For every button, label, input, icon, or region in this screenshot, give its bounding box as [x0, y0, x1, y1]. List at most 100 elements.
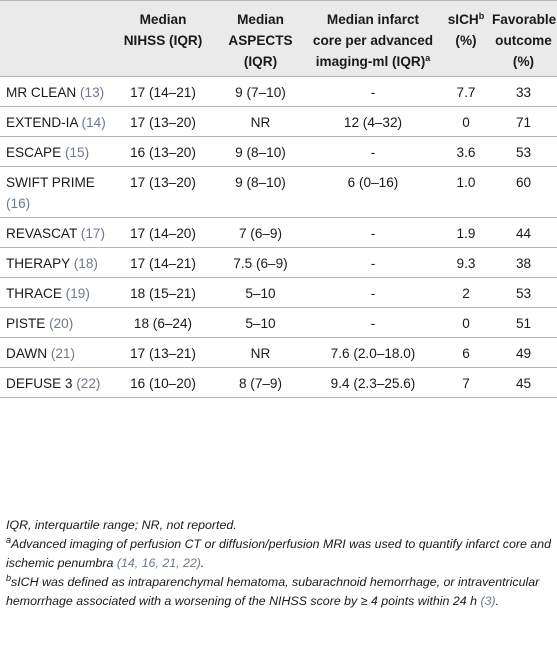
cell-nihss: 16 (10–20) — [130, 376, 196, 391]
cell-infarct-core: - — [370, 256, 376, 271]
cell-nihss: 17 (14–21) — [130, 256, 196, 271]
table-row: THRACE (19) 18 (15–21) 5–10 - 2 53 — [0, 277, 557, 308]
trials-table: Median NIHSS (IQR) Median ASPECTS (IQR) … — [0, 0, 557, 398]
cell-infarct-core: - — [370, 85, 376, 100]
cell-favorable-outcome: 33 — [515, 85, 532, 100]
cell-sich: 0 — [462, 115, 470, 130]
study-name: EXTEND-IA — [6, 115, 78, 130]
cell-nihss: 17 (14–20) — [130, 226, 196, 241]
cell-nihss: 17 (13–21) — [130, 346, 196, 361]
table-row: DEFUSE 3 (22) 16 (10–20) 8 (7–9) 9.4 (2.3–2… — [0, 367, 557, 398]
study-name: DEFUSE 3 — [6, 376, 73, 391]
cell-aspects: 7 (6–9) — [238, 226, 283, 241]
cell-infarct-core: - — [370, 226, 376, 241]
cell-nihss: 17 (13–20) — [130, 115, 196, 130]
study-reference-link[interactable]: (16) — [6, 196, 31, 211]
study-reference-link[interactable]: (22) — [76, 376, 101, 391]
study-reference-link[interactable]: (21) — [50, 346, 75, 361]
cell-favorable-outcome: 49 — [515, 346, 532, 361]
study-reference-link[interactable]: (20) — [49, 316, 74, 331]
cell-nihss: 18 (15–21) — [130, 286, 196, 301]
cell-favorable-outcome: 71 — [515, 115, 532, 130]
study-reference-link[interactable]: (15) — [64, 145, 90, 160]
header-nihss: Median NIHSS (IQR) — [123, 12, 203, 48]
cell-aspects: 5–10 — [245, 286, 276, 301]
study-reference-link[interactable]: (18) — [73, 256, 98, 271]
cell-sich: 7.7 — [456, 85, 476, 100]
cell-infarct-core: 9.4 (2.3–25.6) — [330, 376, 416, 391]
study-name: DAWN — [6, 346, 48, 361]
header-row: Median NIHSS (IQR) Median ASPECTS (IQR) … — [0, 0, 557, 77]
cell-favorable-outcome: 38 — [515, 256, 532, 271]
cell-nihss: 18 (6–24) — [133, 316, 193, 331]
table-row: PISTE (20) 18 (6–24) 5–10 - 0 51 — [0, 307, 557, 338]
cell-aspects: 9 (7–10) — [235, 85, 286, 100]
study-name: REVASCAT — [6, 226, 78, 241]
cell-favorable-outcome: 44 — [515, 226, 532, 241]
cell-study: ESCAPE (15) — [0, 137, 109, 167]
footnote-b: bsICH was defined as intraparenchymal he… — [6, 573, 540, 609]
cell-nihss: 16 (13–20) — [130, 145, 196, 160]
cell-sich: 7 — [462, 376, 470, 391]
study-reference-link[interactable]: (19) — [65, 286, 90, 301]
cell-sich: 2 — [462, 286, 470, 301]
cell-aspects: 8 (7–9) — [238, 376, 283, 391]
footnote-abbreviations: IQR, interquartile range; NR, not report… — [6, 518, 237, 532]
header-study — [0, 1, 109, 77]
cell-aspects: 7.5 (6–9) — [233, 256, 288, 271]
cell-infarct-core: - — [370, 286, 376, 301]
cell-favorable-outcome: 53 — [515, 145, 532, 160]
table-row: DAWN (21) 17 (13–21) NR 7.6 (2.0–18.0) 6 49 — [0, 337, 557, 368]
header-favorable-outcome: Favorable outcome (%) — [492, 12, 557, 69]
cell-study: DAWN (21) — [0, 338, 109, 368]
study-name: THRACE — [6, 286, 62, 301]
cell-study: MR CLEAN (13) — [0, 77, 109, 107]
header-infarct-core: Median infarct core per advanced imaging… — [312, 12, 434, 69]
study-reference-link[interactable]: (17) — [80, 226, 105, 241]
cell-aspects: NR — [250, 115, 271, 130]
cell-aspects: 5–10 — [245, 316, 276, 331]
table-container: Median NIHSS (IQR) Median ASPECTS (IQR) … — [0, 0, 557, 608]
study-reference-link[interactable]: (14) — [81, 115, 106, 130]
table-row: ESCAPE (15) 16 (13–20) 9 (8–10) - 3.6 53 — [0, 136, 557, 167]
cell-aspects: 9 (8–10) — [235, 175, 286, 190]
study-name: ESCAPE — [6, 145, 62, 160]
study-name: SWIFT PRIME — [6, 175, 95, 190]
table-row: MR CLEAN (13) 17 (14–21) 9 (7–10) - 7.7 33 — [0, 76, 557, 107]
table-row: REVASCAT (17) 17 (14–20) 7 (6–9) - 1.9 44 — [0, 217, 557, 248]
cell-aspects: NR — [250, 346, 271, 361]
table-row: THERAPY (18) 17 (14–21) 7.5 (6–9) - 9.3 38 — [0, 247, 557, 278]
study-reference-link[interactable]: (13) — [80, 85, 105, 100]
cell-sich: 0 — [462, 316, 470, 331]
cell-nihss: 17 (13–20) — [130, 175, 196, 190]
cell-sich: 1.9 — [456, 226, 476, 241]
cell-study: REVASCAT (17) — [0, 218, 109, 248]
study-name: MR CLEAN — [6, 85, 77, 100]
table-row: EXTEND-IA (14) 17 (13–20) NR 12 (4–32) 0 71 — [0, 106, 557, 137]
table-header: Median NIHSS (IQR) Median ASPECTS (IQR) … — [0, 0, 557, 77]
cell-study: EXTEND-IA (14) — [0, 107, 109, 137]
header-aspects: Median ASPECTS (IQR) — [228, 12, 293, 69]
cell-sich: 6 — [462, 346, 470, 361]
cell-study: PISTE (20) — [0, 308, 109, 338]
cell-study: THERAPY (18) — [0, 248, 109, 278]
cell-aspects: 9 (8–10) — [235, 145, 286, 160]
cell-favorable-outcome: 53 — [515, 286, 532, 301]
study-name: PISTE — [6, 316, 46, 331]
cell-sich: 9.3 — [456, 256, 476, 271]
cell-study: SWIFT PRIME (16) — [0, 167, 109, 218]
cell-infarct-core: 7.6 (2.0–18.0) — [330, 346, 416, 361]
cell-infarct-core: - — [370, 145, 376, 160]
header-sich: sICHb (%) — [447, 11, 485, 49]
cell-favorable-outcome: 45 — [515, 376, 532, 391]
cell-study: DEFUSE 3 (22) — [0, 368, 109, 398]
study-name: THERAPY — [6, 256, 70, 271]
table-row: SWIFT PRIME (16) 17 (13–20) 9 (8–10) 6 (0–1… — [0, 166, 557, 218]
table-footnotes: IQR, interquartile range; NR, not report… — [6, 516, 551, 611]
cell-sich: 3.6 — [456, 145, 476, 160]
cell-infarct-core: - — [370, 316, 376, 331]
cell-nihss: 17 (14–21) — [130, 85, 196, 100]
cell-study: THRACE (19) — [0, 278, 109, 308]
cell-favorable-outcome: 60 — [515, 175, 532, 190]
cell-infarct-core: 12 (4–32) — [343, 115, 403, 130]
